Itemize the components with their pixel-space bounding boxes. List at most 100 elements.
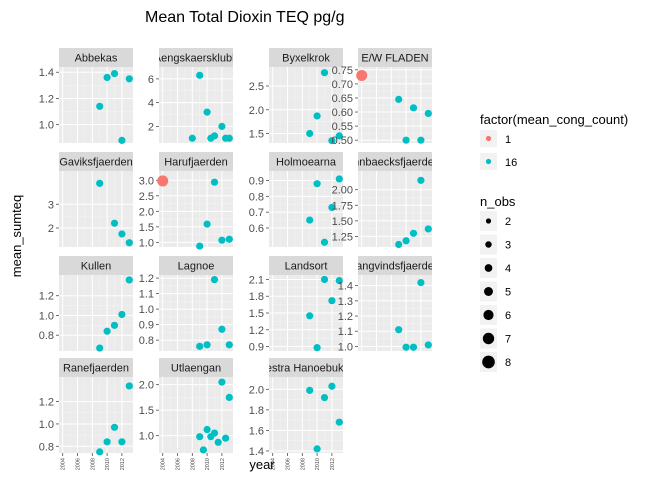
- y-tick-label: 0.50: [332, 135, 353, 147]
- facet-strip: [59, 256, 133, 275]
- facet-strip: [269, 256, 343, 275]
- y-tick-label: 1.2: [39, 93, 54, 105]
- y-tick-label: 1.0: [39, 120, 54, 132]
- y-tick-label: 2.5: [139, 191, 154, 203]
- y-tick-label: 4: [148, 98, 154, 110]
- y-tick-label: 1.3: [338, 296, 353, 308]
- y-tick-label: 1.1: [139, 289, 154, 301]
- data-point: [424, 109, 432, 118]
- size-legend-title: n_obs: [480, 194, 516, 209]
- facet-strip: [269, 358, 343, 377]
- x-tick-label: 2010: [315, 458, 321, 470]
- data-point: [306, 386, 314, 394]
- y-tick-label: 1.5: [139, 222, 154, 234]
- data-point: [409, 229, 418, 237]
- data-point: [417, 176, 425, 184]
- data-point: [188, 134, 196, 142]
- data-point: [395, 240, 403, 249]
- data-point: [210, 132, 219, 140]
- panel-background: [358, 275, 432, 351]
- y-tick-label: 1.5: [139, 405, 154, 417]
- size-legend-swatch: [484, 287, 493, 296]
- data-point: [214, 438, 222, 446]
- facet-panel-e-w-fladen: E/W FLADEN 0.50 0.55 0.60 0.65 0.70 0.75: [332, 48, 432, 147]
- size-legend-label: 7: [505, 334, 511, 346]
- y-tick-label: 1.0: [39, 419, 54, 431]
- x-tick-label: 2008: [300, 458, 306, 470]
- x-tick-label: 2008: [190, 458, 196, 470]
- data-point: [118, 230, 126, 238]
- x-tick-label: 2004: [271, 458, 277, 470]
- data-point: [96, 448, 104, 456]
- facet-panel-abbekas: Abbekas 1.0 1.2 1.4: [39, 48, 133, 144]
- y-tick-label: 2.1: [249, 274, 264, 286]
- data-point: [306, 216, 314, 224]
- facet-strip-label: Langvindsfjaerden: [350, 261, 440, 273]
- y-tick-label: 1.0: [139, 237, 154, 249]
- data-point: [328, 203, 336, 212]
- data-point: [222, 434, 230, 442]
- data-point: [409, 104, 418, 112]
- y-tick-label: 1.4: [249, 446, 264, 458]
- data-point: [157, 175, 169, 187]
- data-point: [225, 134, 233, 142]
- facet-panel-landsort: Landsort 0.9 1.2 1.5 1.8 2.1: [249, 256, 343, 354]
- y-tick-label: 2.5: [249, 81, 264, 93]
- data-point: [210, 429, 219, 437]
- data-point: [225, 393, 233, 402]
- y-tick-label: 1.8: [249, 291, 264, 303]
- facet-strip: [358, 48, 432, 67]
- data-point: [110, 321, 119, 329]
- facet-strip: [269, 48, 343, 67]
- x-tick-label: 2012: [330, 458, 336, 470]
- y-tick-label: 0.8: [39, 330, 54, 342]
- data-point: [335, 276, 343, 285]
- panel-background: [159, 275, 233, 351]
- y-tick-label: 0.75: [332, 65, 353, 77]
- facet-strip: [59, 48, 133, 67]
- y-tick-label: 0.9: [139, 320, 154, 332]
- x-axis-title: year: [249, 457, 275, 472]
- y-tick-label: 2.0: [249, 384, 264, 396]
- size-legend-label: 8: [505, 357, 511, 369]
- x-tick-label: 2012: [120, 458, 126, 470]
- size-legend-swatch: [484, 264, 493, 272]
- facet-strip-label: Innbaecksfjaerden: [350, 157, 440, 169]
- y-tick-label: 1.1: [338, 326, 353, 338]
- facet-strip-label: Kullen: [81, 261, 112, 273]
- data-point: [203, 220, 211, 228]
- data-point: [320, 238, 329, 246]
- y-tick-label: 0.8: [139, 335, 154, 347]
- y-tick-label: 3.0: [139, 175, 154, 187]
- data-point: [306, 129, 314, 138]
- facet-panel-langvindsfjaerden: Langvindsfjaerden 1.0 1.1 1.2 1.3 1.4: [338, 256, 440, 353]
- data-point: [402, 136, 410, 144]
- facet-strip-label: Aengskaersklubb: [154, 53, 238, 65]
- y-tick-label: 1.2: [338, 311, 353, 323]
- y-tick-label: 2.0: [249, 105, 264, 117]
- y-tick-label: 0.9: [249, 176, 264, 188]
- data-point: [395, 326, 403, 334]
- data-point: [196, 342, 204, 350]
- x-tick-label: 2012: [220, 458, 226, 470]
- color-legend-swatch: [485, 135, 492, 142]
- data-point: [328, 382, 336, 390]
- facet-strip: [358, 152, 432, 171]
- size-legend-swatch: [485, 218, 492, 224]
- facet-strip-label: Vaestra Hanoebukten: [253, 363, 359, 375]
- y-tick-label: 1.2: [139, 273, 154, 285]
- y-tick-label: 1.8: [249, 405, 264, 417]
- y-tick-label: 1.2: [39, 397, 54, 409]
- data-point: [210, 276, 219, 284]
- data-point: [225, 235, 233, 243]
- facet-strip-label: Byxelkrok: [282, 53, 330, 65]
- y-tick-label: 2: [48, 223, 54, 235]
- facet-panel-vaestra-hanoebukten: Vaestra Hanoebukten 1.4 1.6 1.8 2.0 2004 2006 2…: [249, 358, 359, 470]
- data-point: [203, 341, 211, 349]
- data-point: [218, 236, 226, 244]
- data-point: [328, 137, 336, 145]
- size-legend-items: 2 3 4 5 6 7 8: [480, 211, 511, 372]
- data-point: [335, 132, 343, 140]
- facet-panel-harufjaerden: Harufjaerden 1.0 1.5 2.0 2.5 3.0: [139, 152, 233, 250]
